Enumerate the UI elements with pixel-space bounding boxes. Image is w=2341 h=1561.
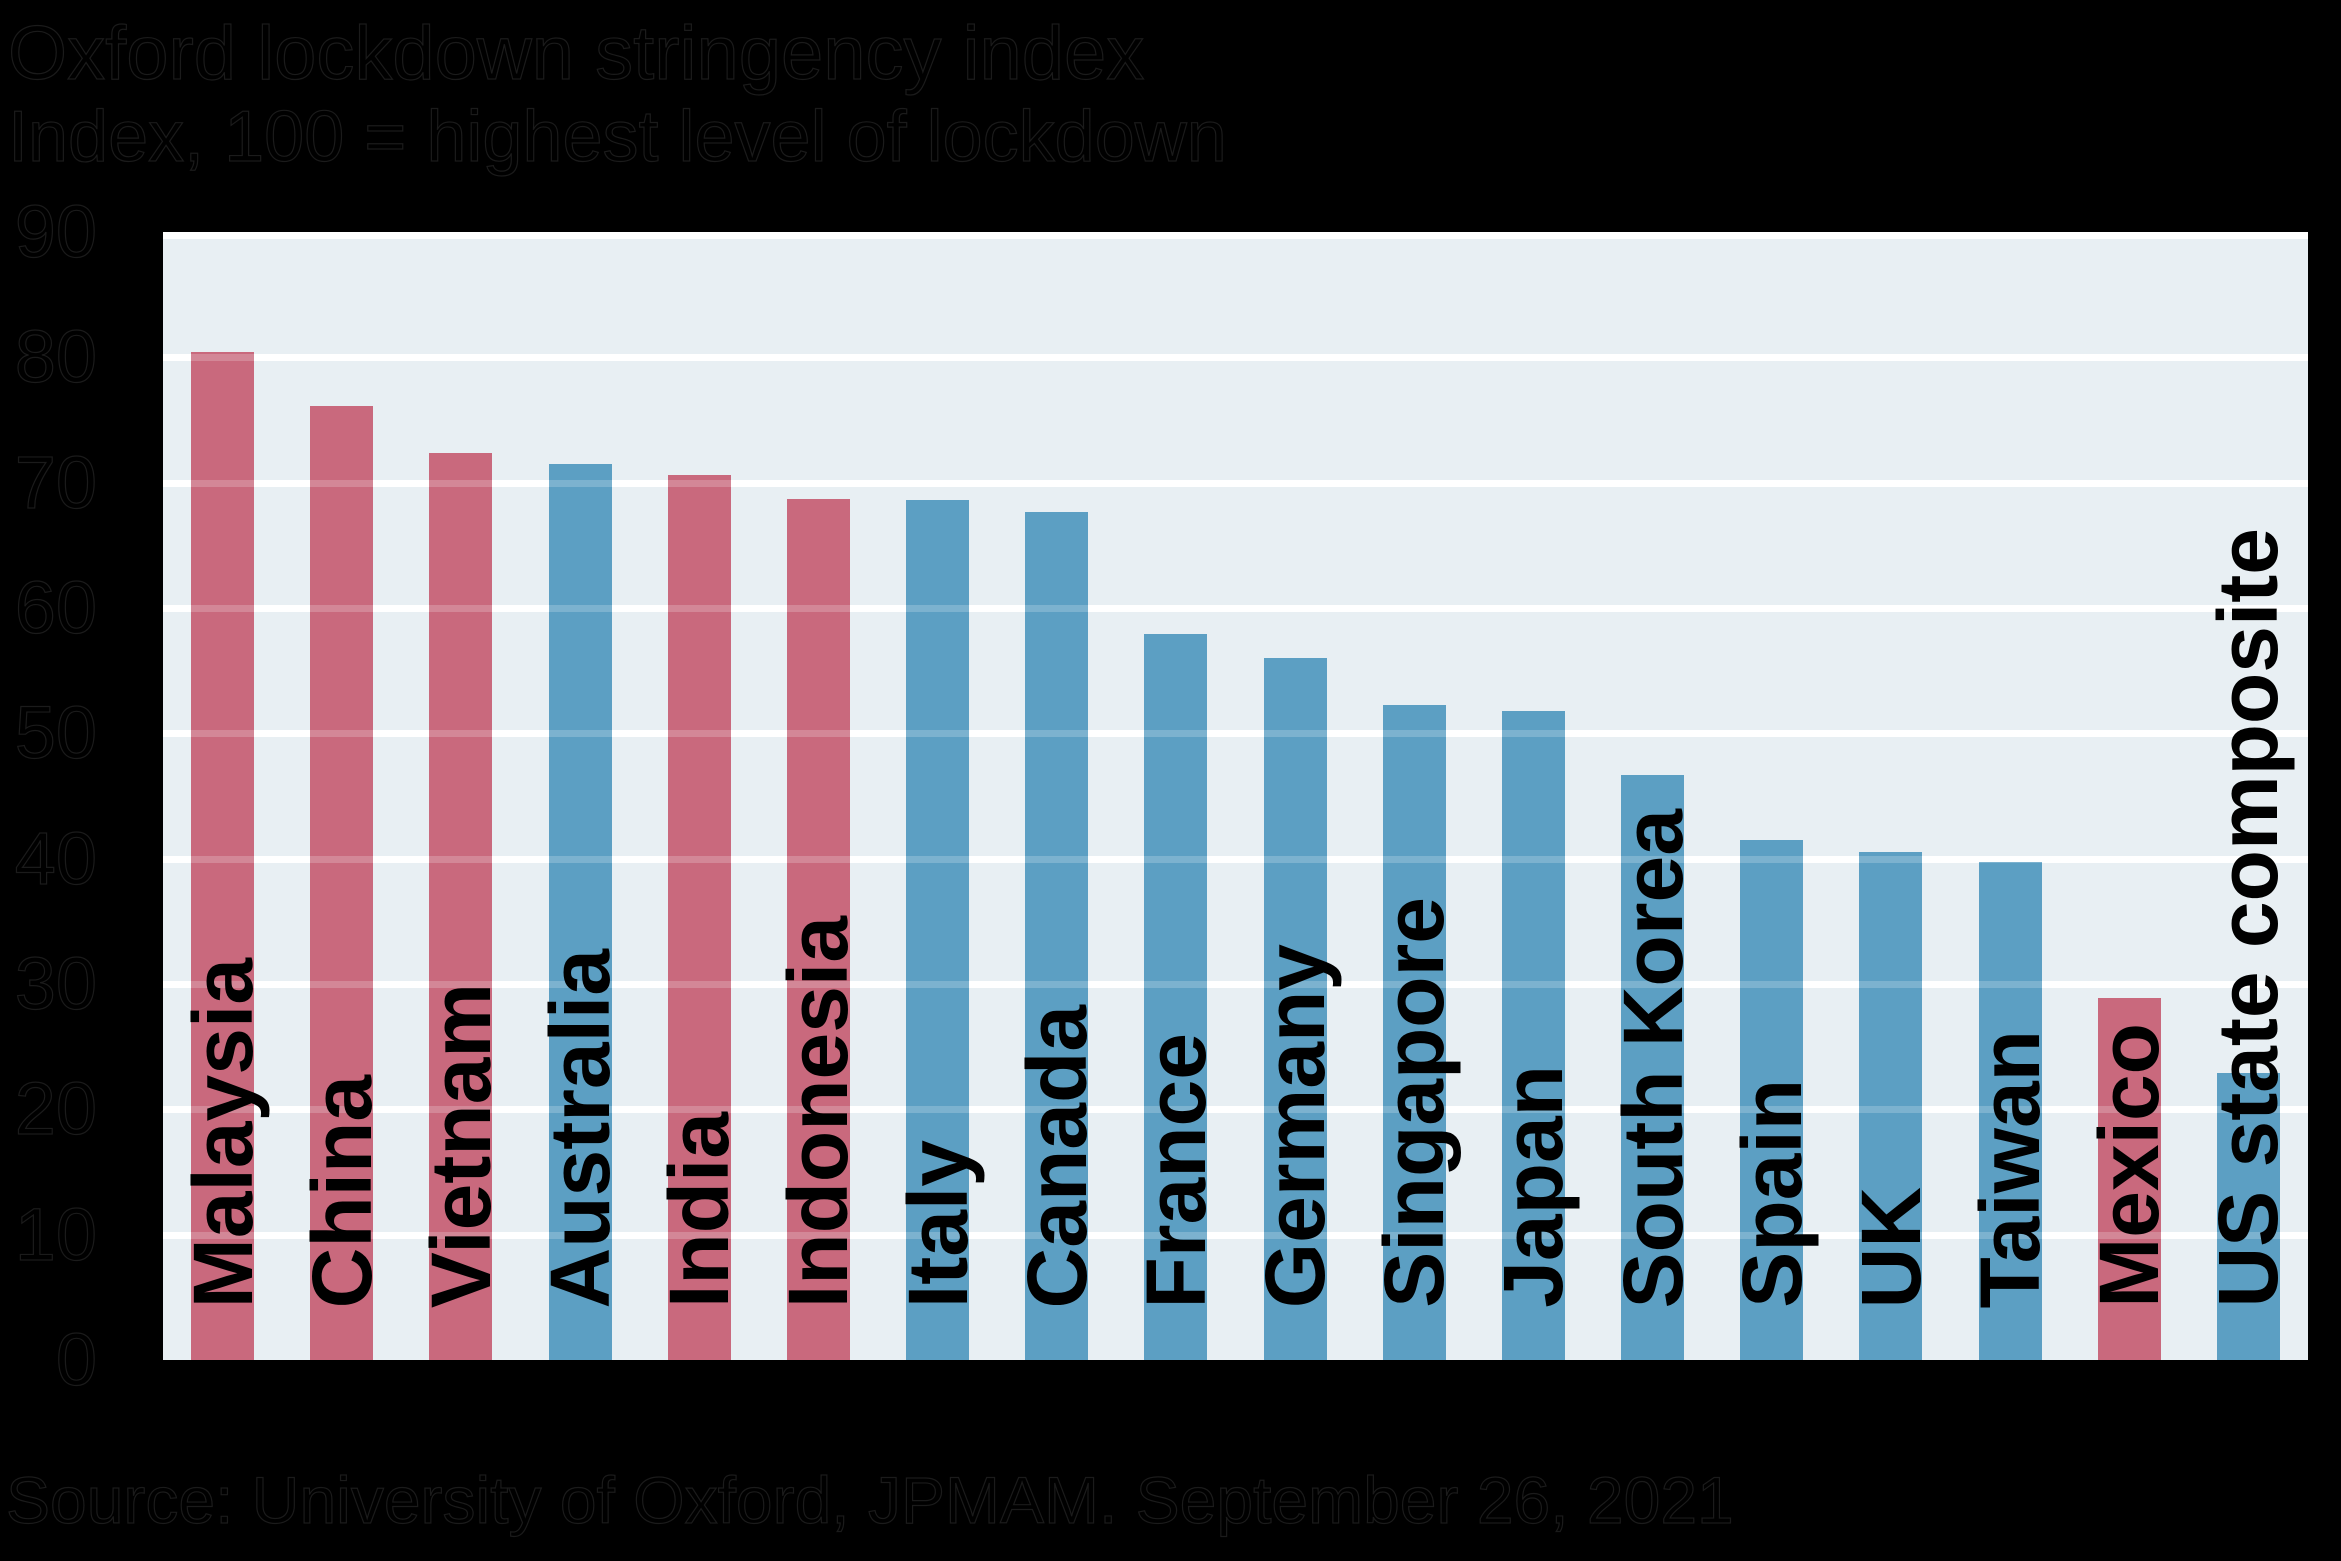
bar-us-state-composite xyxy=(2216,1073,2280,1360)
y-tick-label-80: 80 xyxy=(14,315,98,399)
bar-australia xyxy=(548,463,612,1360)
bar-label-taiwan: Taiwan xyxy=(1963,1029,2058,1309)
gridline-overlay-90 xyxy=(163,232,2308,239)
y-tick-label-0: 0 xyxy=(55,1318,97,1401)
y-tick-label-50: 50 xyxy=(14,691,98,775)
bar-spain xyxy=(1740,839,1804,1360)
bar-label-germany: Germany xyxy=(1248,943,1343,1308)
y-tick-label-60: 60 xyxy=(14,566,98,649)
bar-label-south-korea: South Korea xyxy=(1605,808,1700,1308)
gridline-overlay-50 xyxy=(163,730,2308,738)
bar-label-france: France xyxy=(1128,1032,1223,1308)
gridline-90 xyxy=(163,232,2308,239)
y-tick-label-40: 40 xyxy=(14,816,98,900)
gridline-overlay-60 xyxy=(163,605,2308,612)
gridline-overlay-40 xyxy=(163,855,2308,863)
bar-label-singapore: Singapore xyxy=(1367,897,1462,1308)
bar-label-australia: Australia xyxy=(533,948,628,1308)
chart-subtitle: Index, 100 = highest level of lockdown xyxy=(7,96,1227,177)
bar-south-korea xyxy=(1621,774,1685,1360)
bar-label-malaysia: Malaysia xyxy=(175,957,270,1308)
chart-title: Oxford lockdown stringency index xyxy=(7,10,1145,96)
bar-label-mexico: Mexico xyxy=(2082,1023,2177,1308)
bar-indonesia xyxy=(786,498,850,1360)
gridline-50 xyxy=(163,730,2308,738)
bar-vietnam xyxy=(429,452,493,1360)
y-tick-label-20: 20 xyxy=(14,1067,98,1151)
bar-uk xyxy=(1859,852,1923,1360)
bar-label-vietnam: Vietnam xyxy=(413,982,508,1308)
bar-label-uk: UK xyxy=(1843,1186,1938,1308)
bar-canada xyxy=(1025,511,1089,1360)
bar-mexico xyxy=(2097,997,2161,1360)
plot-area: Malaysia China Vietnam Australia India Indone… xyxy=(163,232,2308,1360)
gridline-40 xyxy=(163,855,2308,863)
bar-label-spain: Spain xyxy=(1724,1079,1819,1308)
gridline-80 xyxy=(163,354,2308,362)
source-note: Source: University of Oxford, JPMAM. Sep… xyxy=(5,1462,1734,1537)
bar-italy xyxy=(906,500,970,1360)
y-tick-label-10: 10 xyxy=(14,1192,98,1276)
y-tick-label-90: 90 xyxy=(14,190,98,273)
bar-japan xyxy=(1501,710,1565,1360)
bar-france xyxy=(1144,634,1208,1360)
bar-india xyxy=(667,475,731,1360)
gridline-70 xyxy=(163,479,2308,487)
bar-label-india: India xyxy=(652,1111,747,1308)
y-axis: 0 10 20 30 40 50 60 70 80 90 xyxy=(0,0,98,1561)
bar-label-china: China xyxy=(294,1074,389,1308)
gridline-overlay-70 xyxy=(163,479,2308,487)
bar-singapore xyxy=(1382,704,1446,1360)
bar-taiwan xyxy=(1978,862,2042,1360)
y-tick-label-70: 70 xyxy=(14,440,98,524)
gridline-20 xyxy=(163,1106,2308,1114)
gridline-10 xyxy=(163,1231,2308,1239)
gridline-30 xyxy=(163,981,2308,988)
gridline-overlay-10 xyxy=(163,1231,2308,1239)
bar-china xyxy=(310,406,374,1360)
bar-label-us-state-composite: US state composite xyxy=(2201,528,2296,1308)
gridline-overlay-20 xyxy=(163,1106,2308,1114)
bar-malaysia xyxy=(191,352,255,1360)
y-tick-label-30: 30 xyxy=(14,942,98,1025)
bar-label-italy: Italy xyxy=(890,1139,985,1308)
bar-germany xyxy=(1263,658,1327,1360)
bar-label-japan: Japan xyxy=(1486,1065,1581,1308)
bar-label-canada: Canada xyxy=(1009,1004,1104,1308)
gridline-overlay-80 xyxy=(163,354,2308,362)
gridline-60 xyxy=(163,605,2308,612)
gridline-overlay-30 xyxy=(163,981,2308,988)
bar-label-indonesia: Indonesia xyxy=(771,915,866,1308)
